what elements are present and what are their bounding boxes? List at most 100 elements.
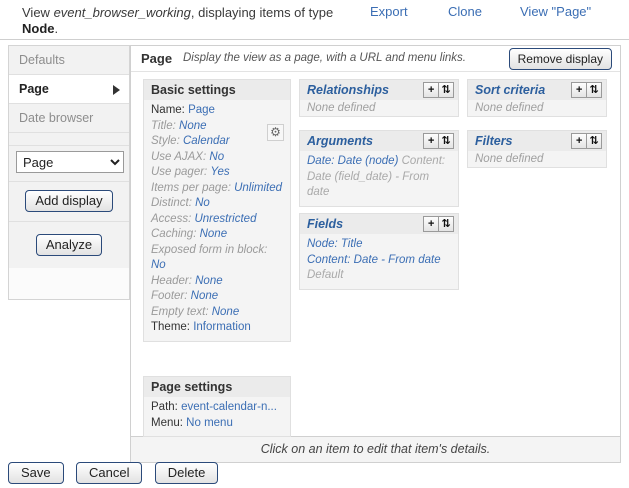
page-setting-row-path[interactable]: Path: event-calendar-n...	[151, 400, 283, 416]
view-header-suffix: , displaying items of type	[190, 5, 334, 20]
setting-row-caching[interactable]: Caching: None	[151, 227, 283, 243]
setting-value[interactable]: Calendar	[182, 135, 230, 147]
setting-row-header[interactable]: Header: None	[151, 274, 283, 290]
display-bar: Page Display the view as a page, with a …	[131, 46, 620, 72]
setting-row-title[interactable]: Title: None	[151, 119, 283, 135]
fields-panel: Fields + ⇅ Node: Title Content: Date - F…	[299, 213, 459, 290]
setting-row-empty-text[interactable]: Empty text: None	[151, 305, 283, 321]
display-type-select[interactable]: Page	[16, 151, 124, 173]
setting-row-use-ajax[interactable]: Use AJAX: No	[151, 150, 283, 166]
page-setting-label: Menu:	[151, 416, 183, 429]
field-item-label: Node: Title	[307, 238, 363, 250]
setting-label: Footer:	[151, 290, 188, 302]
add-filter-icon[interactable]: +	[571, 133, 587, 149]
settings-columns: Basic settings Name: Page Title: None St…	[131, 73, 620, 437]
field-item[interactable]: Content: Date - From date	[307, 253, 451, 269]
rearrange-relationships-icon[interactable]: ⇅	[438, 82, 454, 98]
sidebar-item-page-label: Page	[19, 82, 49, 96]
rearrange-filters-icon[interactable]: ⇅	[586, 133, 602, 149]
setting-label: Header:	[151, 274, 192, 287]
setting-row-exposed-form-in-block[interactable]: Exposed form in block: No	[151, 243, 283, 274]
export-link[interactable]: Export	[370, 4, 408, 19]
add-relationship-icon[interactable]: +	[423, 82, 439, 98]
setting-row-items-per-page[interactable]: Items per page: Unlimited	[151, 181, 283, 197]
add-display-wrap: Add display	[9, 182, 129, 222]
setting-value[interactable]: No	[151, 259, 166, 271]
setting-value[interactable]: Page	[188, 104, 215, 116]
setting-label: Empty text:	[151, 305, 209, 318]
rearrange-fields-icon[interactable]: ⇅	[438, 216, 454, 232]
setting-label: Items per page:	[151, 181, 231, 194]
view-header: View event_browser_working, displaying i…	[0, 0, 629, 40]
setting-value[interactable]: No	[209, 150, 225, 163]
setting-label: Caching:	[151, 228, 197, 240]
filters-heading[interactable]: Filters + ⇅	[468, 131, 606, 151]
setting-row-style[interactable]: Style: Calendar	[151, 134, 283, 150]
add-argument-icon[interactable]: +	[423, 133, 439, 149]
setting-label: Style:	[151, 135, 180, 147]
relationships-heading[interactable]: Relationships + ⇅	[300, 80, 458, 100]
view-item-type-period: .	[54, 21, 59, 36]
argument-link[interactable]: Date: Date (node)	[307, 155, 399, 167]
cancel-button[interactable]: Cancel	[75, 462, 143, 484]
field-item[interactable]: Node: Title	[307, 237, 451, 253]
fields-heading[interactable]: Fields + ⇅	[300, 214, 458, 234]
setting-label: Access:	[151, 212, 192, 225]
page-setting-row-menu[interactable]: Menu: No menu	[151, 416, 283, 432]
sidebar-item-page[interactable]: Page	[9, 75, 129, 104]
rearrange-sort-icon[interactable]: ⇅	[586, 82, 602, 98]
filters-empty: None defined	[475, 153, 544, 165]
sort-criteria-heading[interactable]: Sort criteria + ⇅	[468, 80, 606, 100]
setting-label: Exposed form in block:	[151, 243, 268, 256]
delete-button[interactable]: Delete	[154, 462, 219, 484]
arguments-heading[interactable]: Arguments + ⇅	[300, 131, 458, 151]
fields-controls: + ⇅	[423, 216, 454, 232]
setting-label: Use pager:	[151, 166, 208, 178]
save-button[interactable]: Save	[8, 462, 64, 484]
clone-link[interactable]: Clone	[448, 4, 482, 19]
setting-row-name[interactable]: Name: Page	[151, 103, 283, 119]
sidebar-item-date-browser[interactable]: Date browser	[9, 104, 129, 133]
setting-row-use-pager[interactable]: Use pager: Yes	[151, 165, 283, 181]
setting-value[interactable]: Information	[193, 321, 251, 333]
setting-label: Name:	[151, 104, 185, 116]
setting-row-distinct[interactable]: Distinct: No	[151, 196, 283, 212]
sidebar-spacer	[9, 133, 129, 146]
add-field-icon[interactable]: +	[423, 216, 439, 232]
setting-value[interactable]: None	[190, 290, 219, 302]
fields-body: Node: Title Content: Date - From date De…	[300, 234, 458, 289]
rearrange-arguments-icon[interactable]: ⇅	[438, 133, 454, 149]
setting-row-footer[interactable]: Footer: None	[151, 289, 283, 305]
form-actions: Save Cancel Delete	[8, 462, 628, 486]
page-setting-value[interactable]: No menu	[186, 416, 233, 429]
basic-settings-heading: Basic settings	[144, 80, 290, 100]
gear-icon[interactable]: ⚙	[267, 124, 284, 141]
setting-row-access[interactable]: Access: Unrestricted	[151, 212, 283, 228]
setting-value[interactable]: None	[195, 274, 223, 287]
argument-detail: Content: Date (field_date) - From date	[307, 155, 446, 198]
page-settings-body: Path: event-calendar-n... Menu: No menu	[144, 397, 290, 436]
filters-heading-label: Filters	[475, 134, 513, 148]
argument-item[interactable]: Date: Date (node) Content: Date (field_d…	[307, 154, 451, 201]
setting-value[interactable]: None	[211, 305, 240, 318]
setting-value[interactable]: Unlimited	[234, 181, 283, 194]
setting-value[interactable]: No	[195, 197, 210, 209]
remove-display-button[interactable]: Remove display	[508, 48, 612, 70]
sidebar-item-defaults[interactable]: Defaults	[9, 46, 129, 75]
page-setting-value[interactable]: event-calendar-n...	[181, 401, 277, 413]
setting-value[interactable]: Unrestricted	[194, 212, 257, 225]
view-header-prefix: View	[22, 5, 54, 20]
sidebar-item-date-browser-label: Date browser	[19, 111, 94, 125]
view-page-link[interactable]: View "Page"	[520, 4, 592, 19]
add-display-button[interactable]: Add display	[25, 190, 113, 212]
setting-value[interactable]: Yes	[210, 166, 230, 178]
sort-criteria-empty: None defined	[475, 102, 544, 114]
setting-row-theme[interactable]: Theme: Information	[151, 320, 283, 336]
add-sort-icon[interactable]: +	[571, 82, 587, 98]
setting-value[interactable]: None	[179, 119, 207, 132]
basic-settings-body: Name: Page Title: None Style: Calendar U…	[144, 100, 290, 341]
setting-value[interactable]: None	[199, 228, 228, 240]
analyze-button[interactable]: Analyze	[35, 234, 103, 256]
edit-hint: Click on an item to edit that item's det…	[130, 437, 621, 463]
setting-label: Title:	[151, 119, 176, 132]
